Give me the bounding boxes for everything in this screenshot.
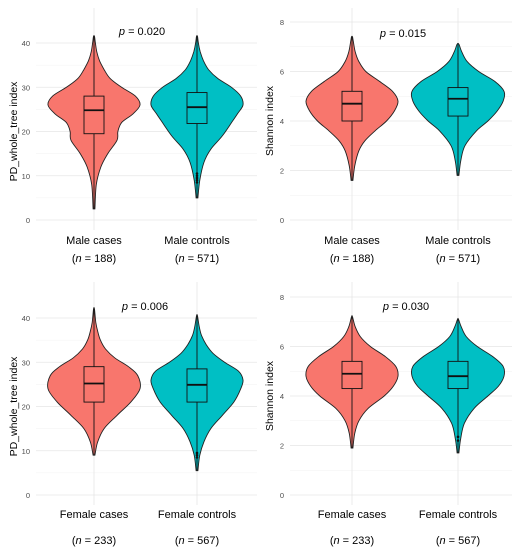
y-tick-label: 8 [280, 18, 284, 27]
y-tick-label: 0 [26, 216, 30, 225]
y-axis-title: Shannon index [264, 85, 276, 156]
y-tick-label: 10 [22, 172, 30, 181]
y-axis-title: Shannon index [264, 360, 276, 431]
x-category-label: Male controls [164, 235, 230, 247]
x-sample-size-label: (n = 567) [436, 535, 480, 547]
y-tick-label: 30 [22, 358, 30, 367]
outlier-point [456, 435, 460, 439]
p-value-annotation: p = 0.006 [121, 301, 168, 313]
x-category-label: Male controls [425, 235, 491, 247]
y-axis-title: PD_whole_tree index [8, 356, 20, 457]
x-category-label: Male cases [66, 235, 122, 247]
y-tick-label: 10 [22, 447, 30, 456]
outlier-point [195, 181, 199, 184]
outlier-point [195, 176, 199, 180]
y-tick-label: 0 [26, 491, 30, 500]
violin-group-1 [47, 307, 141, 456]
x-category-label: Female controls [158, 509, 237, 521]
x-sample-size-label: (n = 233) [330, 535, 374, 547]
outlier-point [195, 451, 199, 455]
y-tick-label: 40 [22, 314, 30, 323]
y-tick-label: 40 [22, 39, 30, 48]
violin-group-1 [305, 35, 399, 181]
y-tick-label: 6 [280, 343, 284, 352]
violin-group-1 [47, 35, 141, 210]
p-value-annotation: p = 0.020 [118, 26, 165, 38]
panel-4: 0 2 4 6 8 Shannon index p = 0.030 Female cases (… [264, 282, 512, 547]
outlier-point [195, 178, 199, 182]
y-tick-label: 8 [280, 293, 284, 302]
x-category-label: Female cases [318, 509, 387, 521]
iqr-box [447, 360, 469, 390]
outlier-point [195, 456, 199, 459]
y-tick-label: 4 [280, 392, 284, 401]
y-tick-label: 4 [280, 117, 284, 126]
panel-3: 0 10 20 30 40 PD_whole_tree index p = 0.006 Fem… [8, 282, 257, 547]
y-tick-label: 2 [280, 167, 284, 176]
x-category-label: Male cases [324, 235, 380, 247]
y-axis-title: PD_whole_tree index [8, 81, 20, 182]
outlier-point [195, 174, 199, 178]
y-tick-label: 30 [22, 83, 30, 92]
x-sample-size-label: (n = 571) [175, 253, 219, 265]
p-value-annotation: p = 0.015 [379, 28, 426, 40]
y-tick-label: 2 [280, 442, 284, 451]
x-category-label: Female cases [60, 509, 129, 521]
x-sample-size-label: (n = 567) [175, 535, 219, 547]
y-tick-label: 20 [22, 403, 30, 412]
p-value-annotation: p = 0.030 [382, 301, 429, 313]
panel-2: 0 2 4 6 8 Shannon index p = 0.015 Male cases (n … [264, 8, 512, 265]
violin-group-2 [150, 35, 244, 199]
y-tick-label: 0 [280, 216, 284, 225]
violin-group-2 [150, 313, 244, 472]
iqr-box [341, 90, 363, 122]
x-sample-size-label: (n = 188) [330, 253, 374, 265]
violin-group-1 [305, 315, 399, 449]
x-sample-size-label: (n = 571) [436, 253, 480, 265]
panel-1: 0 10 20 30 40 PD_whole_tree index p = 0.020 Mal… [8, 8, 257, 265]
x-sample-size-label: (n = 188) [72, 253, 116, 265]
outlier-point [195, 172, 199, 175]
y-tick-label: 20 [22, 128, 30, 137]
x-sample-size-label: (n = 233) [72, 535, 116, 547]
iqr-box [83, 95, 105, 135]
y-tick-label: 0 [280, 491, 284, 500]
outlier-point [456, 439, 460, 442]
y-tick-label: 6 [280, 68, 284, 77]
iqr-box [447, 87, 469, 117]
iqr-box [341, 360, 363, 390]
x-category-label: Female controls [419, 509, 498, 521]
outlier-point [195, 453, 199, 457]
violin-group-2 [410, 317, 506, 454]
violin-group-2 [410, 42, 506, 176]
